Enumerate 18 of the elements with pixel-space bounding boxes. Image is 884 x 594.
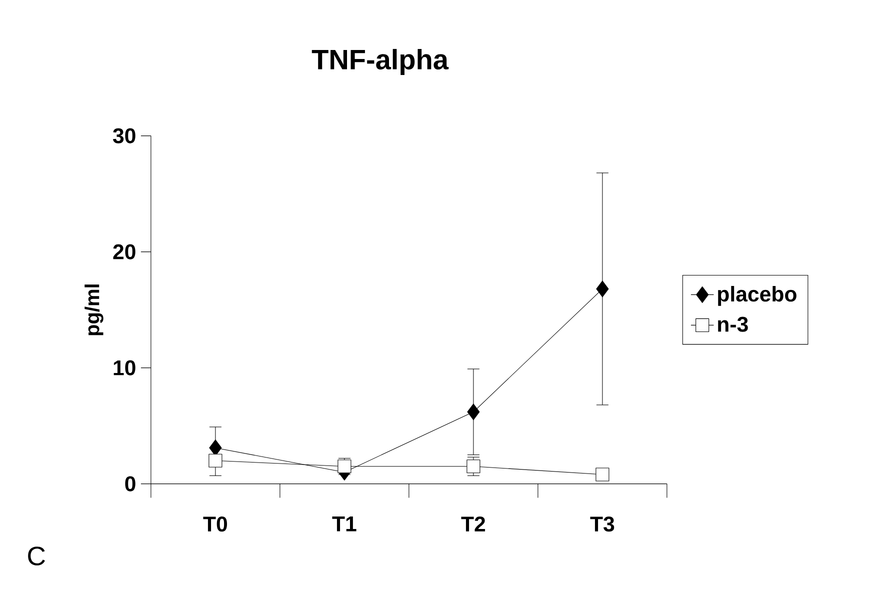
x-tick-label: T3 — [590, 516, 614, 532]
y-tick-label: 0 — [125, 476, 136, 492]
point — [466, 460, 480, 474]
x-tick-label: T2 — [461, 516, 486, 532]
y-tick-label: 10 — [114, 360, 136, 376]
y-axis-title: pg/ml — [84, 284, 104, 336]
x-tick-label: T1 — [332, 516, 356, 532]
x-tick-label: T0 — [203, 516, 227, 532]
y-tick-label: 20 — [113, 244, 136, 260]
legend-label: placebo — [718, 286, 796, 306]
legend-label: n-3 — [718, 316, 748, 332]
point — [467, 404, 480, 420]
text: C — [28, 546, 45, 566]
chart-title: TNF-alpha — [312, 48, 449, 76]
point — [208, 454, 222, 468]
point — [209, 440, 222, 456]
point — [596, 280, 609, 298]
y-tick-label: 30 — [112, 128, 136, 144]
